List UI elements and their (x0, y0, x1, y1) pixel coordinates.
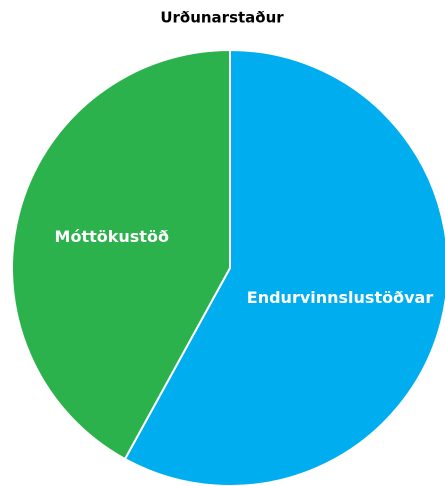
chart-title: Urðunarstaður (160, 9, 284, 27)
pie-slice (11, 48, 231, 461)
slice-label: Móttökustöð (55, 227, 169, 246)
slice-label: Endurvinnslustöðvar (247, 288, 434, 307)
